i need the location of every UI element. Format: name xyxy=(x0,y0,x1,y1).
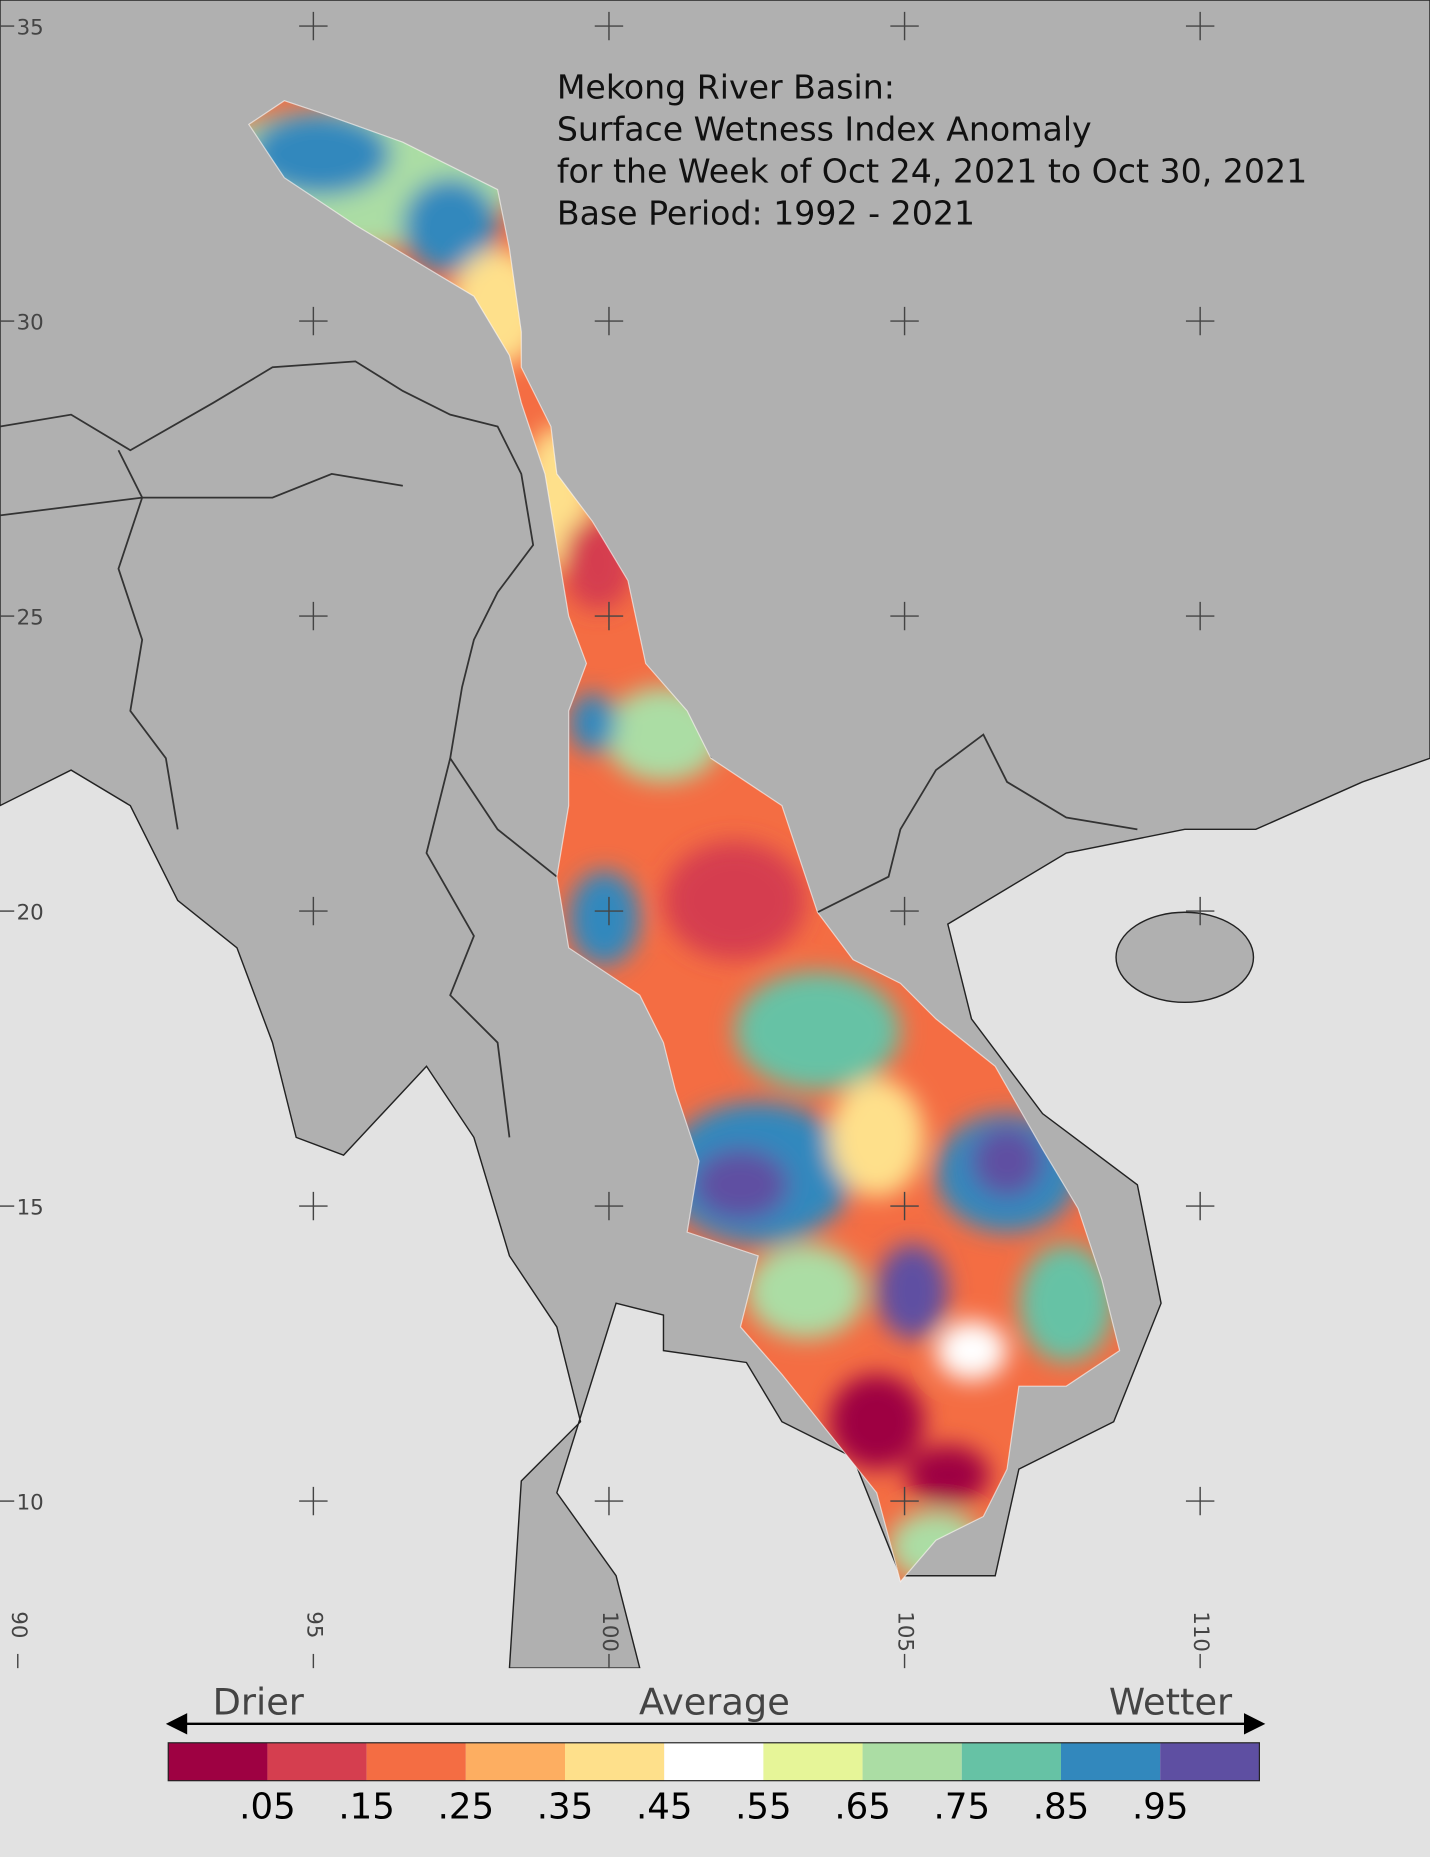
lon-label: 100 xyxy=(597,1611,622,1652)
colorbar-tick-label: .35 xyxy=(537,1787,594,1828)
grid-cross xyxy=(1185,1191,1215,1221)
lat-label: 15 xyxy=(17,1195,44,1220)
legend-arrow-right xyxy=(1243,1713,1266,1735)
grid-cross xyxy=(299,1486,328,1516)
grid-cross xyxy=(594,1486,624,1516)
colorbar-swatch xyxy=(267,1742,367,1781)
legend-center-label: Average xyxy=(639,1680,790,1723)
hainan-island xyxy=(1115,911,1255,1004)
lat-label: 30 xyxy=(17,310,44,335)
title-line: for the Week of Oct 24, 2021 to Oct 30, … xyxy=(557,151,1307,190)
colorbar-swatch xyxy=(168,1742,268,1781)
title-line: Surface Wetness Index Anomaly xyxy=(557,109,1092,148)
lon-label: 105 xyxy=(893,1611,918,1652)
lat-label: 20 xyxy=(17,900,44,925)
grid-cross xyxy=(890,306,919,336)
colorbar-swatch xyxy=(1061,1742,1161,1781)
grid-cross xyxy=(299,1191,328,1221)
legend-right-label: Wetter xyxy=(1109,1680,1233,1723)
lon-label: 110 xyxy=(1188,1611,1213,1652)
colorbar: .05 .15 .25 .35 .45 .55 .65 .75 .85 .95 xyxy=(167,1742,1260,1828)
grid-cross xyxy=(890,1191,919,1221)
grid-cross xyxy=(890,896,919,926)
colorbar-swatch xyxy=(664,1742,764,1781)
colorbar-tick-label: .45 xyxy=(636,1787,693,1828)
legend-arrow-left xyxy=(165,1713,188,1735)
grid-cross xyxy=(299,601,328,631)
grid-cross xyxy=(1185,1486,1215,1516)
basin-outline xyxy=(247,100,1121,1583)
colorbar-tick-label: .75 xyxy=(934,1787,991,1828)
colorbar-swatch xyxy=(763,1742,863,1781)
grid-cross xyxy=(1185,896,1215,926)
grid-cross xyxy=(890,11,919,41)
grid-cross xyxy=(1185,11,1215,41)
grid-cross xyxy=(890,601,919,631)
grid-cross xyxy=(299,306,328,336)
colorbar-tick-label: .85 xyxy=(1033,1787,1090,1828)
lat-label: 35 xyxy=(17,15,44,40)
colorbar-swatch xyxy=(465,1742,566,1781)
lon-label: 90 xyxy=(6,1611,31,1638)
colorbar-tick-label: .95 xyxy=(1132,1787,1189,1828)
lat-label: 10 xyxy=(17,1490,44,1515)
lon-label: 95 xyxy=(301,1611,326,1638)
grid-cross xyxy=(594,601,624,631)
grid-cross xyxy=(890,1486,919,1516)
grid-cross xyxy=(594,1191,624,1221)
colorbar-tick-label: .65 xyxy=(834,1787,891,1828)
anomaly-patches xyxy=(248,106,1114,1582)
lat-label: 25 xyxy=(17,605,44,630)
colorbar-swatch xyxy=(366,1742,466,1781)
grid-cross xyxy=(1185,601,1215,631)
colorbar-swatch xyxy=(961,1742,1062,1781)
colorbar-frame xyxy=(167,1742,1260,1782)
grid-cross xyxy=(1185,306,1215,336)
title-line: Mekong River Basin: xyxy=(557,67,895,106)
colorbar-swatch xyxy=(862,1742,962,1781)
grid-cross xyxy=(594,896,624,926)
legend-left-label: Drier xyxy=(213,1680,305,1723)
colorbar-tick-label: .25 xyxy=(438,1787,495,1828)
grid-cross xyxy=(594,11,624,41)
grid-cross xyxy=(299,896,328,926)
colorbar-swatch xyxy=(1160,1742,1260,1781)
grid-cross xyxy=(594,306,624,336)
graticule: 35 30 25 20 15 10 90 95 100 105 110 xyxy=(0,11,1215,1669)
colorbar-tick-label: .55 xyxy=(735,1787,792,1828)
title-line: Base Period: 1992 - 2021 xyxy=(557,194,975,233)
colorbar-tick-label: .05 xyxy=(239,1787,296,1828)
title-block: Mekong River Basin:Surface Wetness Index… xyxy=(557,67,1307,232)
grid-cross xyxy=(299,11,328,41)
colorbar-tick-label: .15 xyxy=(338,1787,395,1828)
colorbar-swatch xyxy=(565,1742,665,1781)
